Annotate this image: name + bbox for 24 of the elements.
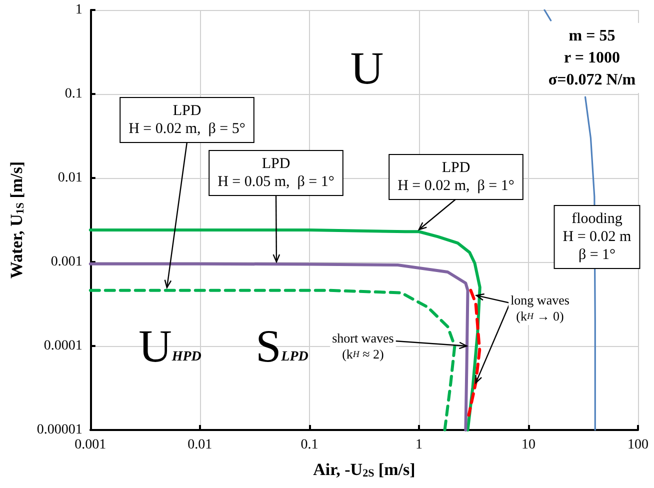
y-tick-label: 1 bbox=[75, 2, 82, 18]
x-tick-label: 0.1 bbox=[300, 438, 318, 452]
y-tick-label: 0.01 bbox=[58, 170, 82, 186]
annotation: SLPD bbox=[256, 320, 308, 372]
annotation: LPD H = 0.05 m, β = 1° bbox=[218, 156, 334, 190]
annotation: long waves (kH → 0) bbox=[510, 292, 570, 324]
x-tick-label: 100 bbox=[628, 438, 648, 452]
x-tick-label: 0.01 bbox=[188, 438, 212, 452]
x-tick-label: 10 bbox=[521, 438, 536, 452]
annotation: flooding H = 0.02 m β = 1° bbox=[562, 211, 632, 263]
annotation: m = 55 r = 1000 σ=0.072 N/m bbox=[548, 28, 636, 88]
y-tick-label: 0.1 bbox=[64, 86, 82, 102]
x-tick-label: 0.001 bbox=[74, 438, 106, 452]
y-tick-label: 0.001 bbox=[50, 254, 82, 270]
x-tick-label: 1 bbox=[415, 438, 422, 452]
annotation: U bbox=[350, 42, 384, 94]
annotation: UHPD bbox=[138, 320, 202, 372]
y-tick-label: 0.0001 bbox=[44, 338, 82, 354]
annotation: short waves (kH ≈ 2) bbox=[332, 330, 394, 362]
annotation: LPD H = 0.02 m, β = 5° bbox=[128, 103, 246, 137]
annotation: LPD H = 0.02 m, β = 1° bbox=[398, 160, 514, 194]
y-tick-label: 0.00001 bbox=[36, 422, 82, 438]
line-series bbox=[467, 288, 482, 417]
y-axis-title: Water, U1S [m/s] bbox=[7, 161, 26, 279]
